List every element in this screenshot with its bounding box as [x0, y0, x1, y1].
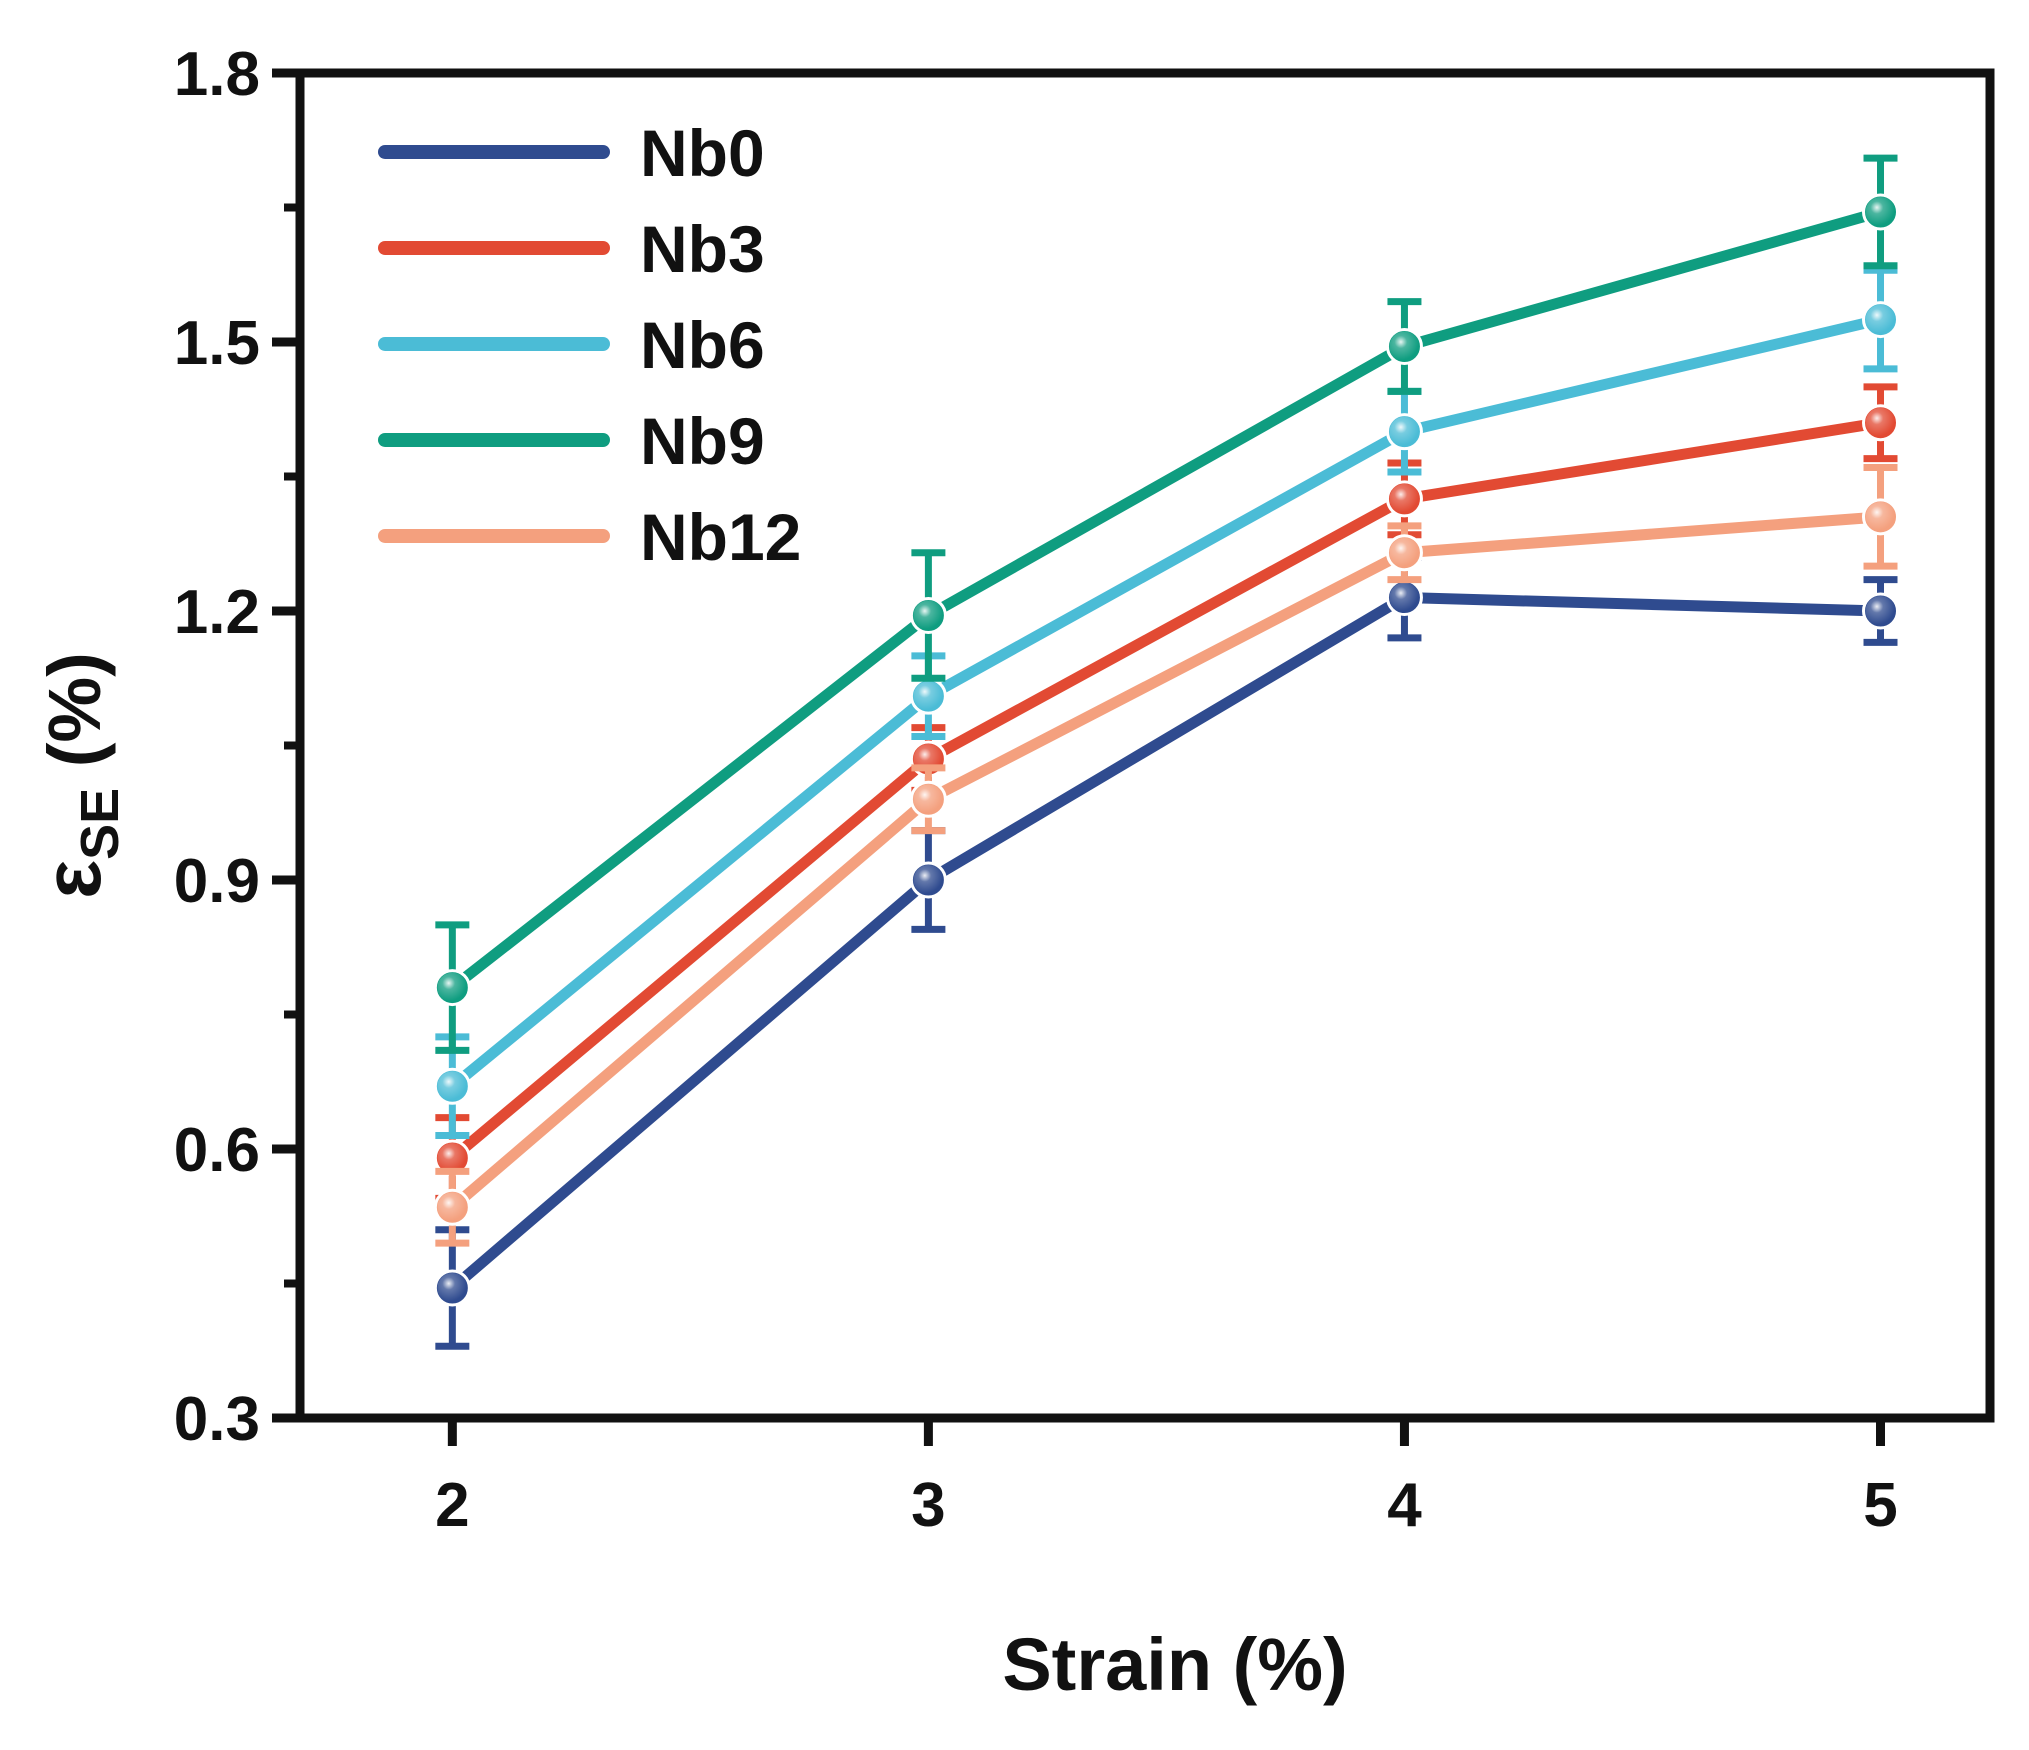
data-point-highlight	[913, 865, 944, 895]
legend-label: Nb6	[640, 308, 765, 382]
data-point-highlight	[1389, 582, 1420, 613]
legend-item-Nb9: Nb9	[378, 404, 765, 478]
x-tick-label: 4	[1387, 1471, 1422, 1540]
data-point-highlight	[1865, 596, 1896, 626]
series-line	[446, 206, 1887, 994]
legend-label: Nb0	[640, 116, 765, 190]
legend-item-Nb3: Nb3	[378, 212, 765, 286]
data-point	[909, 861, 947, 899]
y-axis-title-symbol: ε	[27, 860, 118, 899]
data-point	[1862, 301, 1900, 339]
x-axis-title: Strain (%)	[1002, 1623, 1347, 1706]
legend-label: Nb9	[640, 404, 765, 478]
data-point-highlight	[437, 1272, 468, 1303]
legend-item-Nb12: Nb12	[378, 500, 801, 574]
series-Nb0	[433, 553, 1900, 1350]
data-point-highlight	[913, 681, 944, 712]
y-tick-label: 0.9	[174, 847, 260, 916]
legend-item-Nb0: Nb0	[378, 116, 765, 190]
legend: Nb0 Nb3 Nb6 Nb9 Nb12	[378, 116, 801, 574]
data-point-highlight	[913, 600, 944, 631]
data-point-highlight	[1865, 501, 1896, 532]
legend-label: Nb12	[640, 500, 801, 574]
x-ticks: 2 3 4 5	[435, 1418, 1898, 1540]
data-point-highlight	[437, 1142, 468, 1173]
data-point	[1385, 413, 1423, 451]
data-point	[433, 969, 471, 1007]
data-point	[433, 1269, 471, 1307]
data-point-highlight	[1865, 407, 1896, 438]
y-tick-label: 0.6	[174, 1116, 260, 1185]
y-axis-title: εSE (%)	[27, 652, 130, 899]
legend-item-Nb6: Nb6	[378, 308, 765, 382]
data-point-highlight	[1865, 196, 1896, 227]
data-point	[1862, 193, 1900, 231]
x-tick-label: 5	[1863, 1471, 1897, 1540]
series-line	[446, 314, 1887, 1092]
y-axis-title-subscript: SE	[70, 788, 130, 860]
data-point-highlight	[913, 784, 944, 815]
x-tick-label: 3	[911, 1471, 945, 1540]
series-Nb12	[433, 464, 1900, 1247]
data-point	[1385, 579, 1423, 617]
series-Nb6	[433, 266, 1900, 1140]
y-tick-label: 1.5	[174, 309, 260, 378]
x-tick-label: 2	[435, 1471, 469, 1540]
legend-label: Nb3	[640, 212, 765, 286]
data-point	[1385, 534, 1423, 572]
y-tick-label: 1.2	[174, 578, 260, 647]
y-tick-label: 0.3	[174, 1385, 260, 1454]
data-point-highlight	[1389, 416, 1420, 447]
y-ticks: 0.3 0.6 0.9 1.2 1.5 1.8	[174, 40, 300, 1454]
y-tick-label: 1.8	[174, 40, 260, 109]
series-line	[446, 592, 1887, 1294]
series-Nb9	[433, 154, 1900, 1054]
data-point	[909, 677, 947, 715]
data-point	[909, 596, 947, 634]
data-point-highlight	[437, 972, 468, 1003]
data-point	[433, 1188, 471, 1226]
series-line	[446, 417, 1887, 1164]
data-point	[1862, 498, 1900, 536]
data-point	[1862, 592, 1900, 630]
data-point-highlight	[437, 1192, 468, 1223]
data-point-highlight	[1865, 304, 1896, 335]
data-point	[1385, 480, 1423, 518]
data-point-highlight	[1389, 483, 1420, 514]
series-layer	[433, 154, 1900, 1350]
data-point	[1862, 404, 1900, 442]
data-point	[909, 780, 947, 818]
data-point	[433, 1067, 471, 1105]
series-line	[446, 511, 1887, 1213]
data-point	[433, 1139, 471, 1177]
data-point-highlight	[1389, 331, 1420, 362]
y-axis-title-unit: (%)	[33, 652, 116, 788]
data-point-highlight	[1389, 537, 1420, 568]
data-point	[1385, 327, 1423, 365]
data-point-highlight	[437, 1071, 468, 1102]
